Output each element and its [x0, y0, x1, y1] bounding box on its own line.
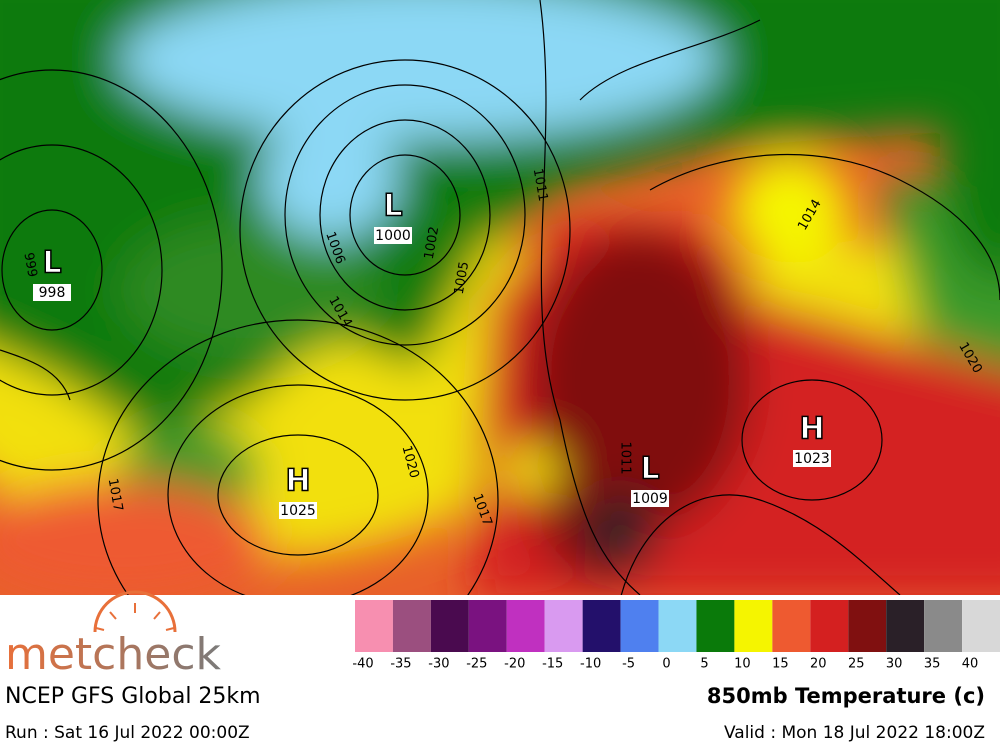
- pressure-value-box: [631, 490, 669, 507]
- map: [0, 0, 1000, 595]
- pressure-value: 1009: [632, 491, 668, 507]
- legend-swatch: [582, 600, 621, 652]
- legend-swatch: [772, 600, 811, 652]
- legend-swatch: [620, 600, 659, 652]
- legend-swatch: [392, 600, 431, 652]
- legend-tick-label: 15: [772, 657, 789, 672]
- legend-swatch: [506, 600, 545, 652]
- pressure-symbol: L: [42, 246, 61, 281]
- pressure-value-box: [33, 284, 71, 301]
- legend-swatch: [658, 600, 697, 652]
- pressure-value-box: [793, 450, 831, 467]
- legend-tick-label: 5: [700, 657, 708, 672]
- model-name: NCEP GFS Global 25km: [5, 684, 261, 709]
- legend-tick-label: -15: [542, 657, 563, 672]
- parameter-name: 850mb Temperature (c): [707, 684, 985, 708]
- legend-tick-label: -10: [580, 657, 601, 672]
- legend-tick-label: -25: [466, 657, 487, 672]
- legend-tick-label: -30: [428, 657, 449, 672]
- isobar-label: 1011: [618, 441, 633, 474]
- isobar-label: 1011: [530, 167, 551, 202]
- legend-tick-label: -35: [390, 657, 411, 672]
- legend-swatch: [696, 600, 735, 652]
- pressure-value: 1000: [375, 228, 411, 244]
- legend-swatch: [430, 600, 469, 652]
- logo: metcheck: [5, 590, 222, 680]
- legend-swatch: [810, 600, 849, 652]
- valid-time: Valid : Mon 18 Jul 2022 18:00Z: [724, 723, 985, 743]
- pressure-value: 1025: [280, 503, 316, 519]
- legend-swatch: [962, 600, 1000, 652]
- legend-tick-label: 30: [886, 657, 903, 672]
- isobar-label: 999: [20, 251, 39, 278]
- legend-swatch: [848, 600, 887, 652]
- pressure-symbol: L: [383, 189, 402, 224]
- pressure-symbol: H: [799, 412, 824, 447]
- legend-swatch: [924, 600, 963, 652]
- isobar-label: 1017: [105, 477, 126, 512]
- legend-swatch: [886, 600, 925, 652]
- legend-tick-label: -40: [352, 657, 373, 672]
- legend-swatch: [468, 600, 507, 652]
- legend-tick-label: 40: [962, 657, 979, 672]
- pressure-symbol: L: [640, 452, 659, 487]
- pressure-value-box: [374, 227, 412, 244]
- legend-swatch: [734, 600, 773, 652]
- legend-tick-label: 10: [734, 657, 751, 672]
- isobar-label: 1002: [422, 225, 443, 260]
- pressure-symbol: H: [285, 464, 310, 499]
- legend-tick-label: -5: [622, 657, 635, 672]
- legend-tick-label: 25: [848, 657, 865, 672]
- pressure-value: 998: [39, 285, 66, 301]
- legend-tick-label: 35: [924, 657, 941, 672]
- pressure-value: 1023: [794, 451, 830, 467]
- legend-swatch: [355, 600, 393, 652]
- legend-swatch: [544, 600, 583, 652]
- legend-tick-label: 0: [662, 657, 670, 672]
- run-time: Run : Sat 16 Jul 2022 00:00Z: [5, 723, 250, 743]
- isobar-label: 1005: [452, 260, 473, 295]
- legend-tick-label: -20: [504, 657, 525, 672]
- legend-tick-label: 20: [810, 657, 827, 672]
- logo-text: metcheck: [5, 629, 222, 680]
- pressure-value-box: [279, 502, 317, 519]
